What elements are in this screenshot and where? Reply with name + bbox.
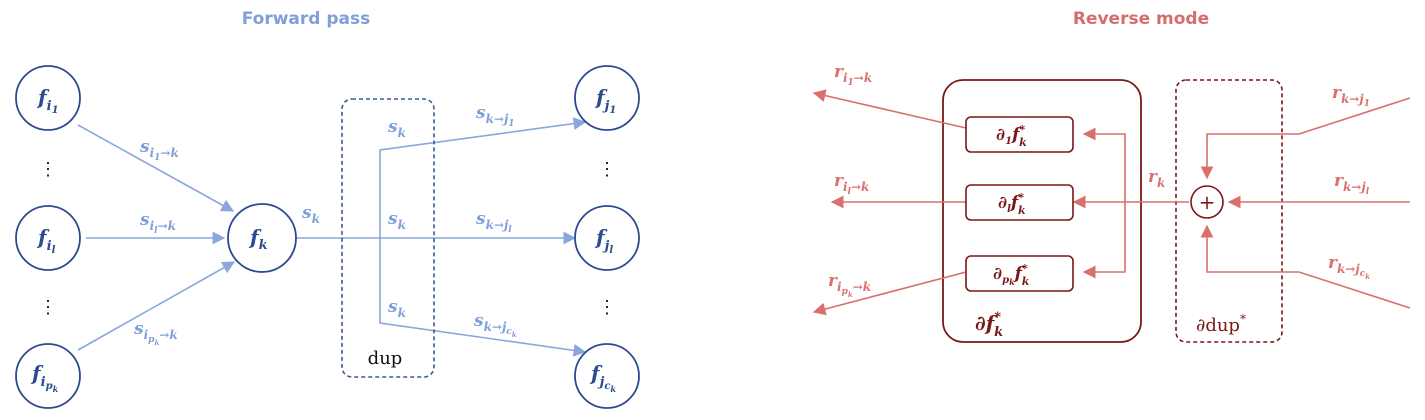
label-r-il-k: ril→k (834, 171, 869, 197)
label-s-k-jl: sk→jl (475, 209, 512, 235)
dots-right-upper: ⋮ (598, 159, 616, 180)
edge-r-kj1-in (1200, 97, 1411, 180)
node-f-i1 (15, 65, 81, 131)
label-r-ipk-k: ripk→k (828, 271, 871, 299)
edge-ipk-to-k (77, 261, 236, 351)
label-s-i1-k: si1→k (139, 137, 179, 163)
label-s-ipk-k: sipk→k (133, 319, 178, 347)
partial-1-box (965, 116, 1074, 153)
partial-1-label: ∂1f* k (996, 123, 1027, 149)
dots-right-lower: ⋮ (598, 297, 616, 318)
edge-plus-to-d1 (1082, 127, 1126, 202)
dup-box (341, 98, 435, 378)
dup-label: dup (368, 348, 403, 369)
node-label-f-jck: fjck (589, 361, 616, 394)
edge-r-ipk (812, 271, 967, 316)
node-f-j1 (574, 65, 640, 131)
node-f-ipk (15, 343, 81, 409)
sum-node-plus: + (1199, 190, 1216, 214)
label-r-k-jck: rk→jck (1328, 253, 1370, 281)
label-s-k-out: sk (301, 203, 320, 226)
partial-f-label: ∂f* k (975, 310, 1003, 340)
forward-title: Forward pass (242, 9, 371, 29)
label-s-il-k: sil→k (139, 210, 176, 236)
partial-l-box (965, 184, 1074, 221)
forward-nodes (15, 65, 640, 409)
label-r-i1-k: ri1→k (834, 62, 872, 88)
node-f-jck (574, 343, 640, 409)
partial-l-label: ∂lf* k (998, 191, 1026, 217)
label-s-k-dup-bot: sk (387, 297, 406, 320)
partial-dup-label: ∂dup* (1196, 312, 1246, 336)
label-r-k-jl: rk→jl (1334, 171, 1370, 197)
edge-k-to-jck (379, 238, 587, 357)
edge-plus-to-dpk (1082, 202, 1126, 279)
node-label-f-jl: fjl (594, 225, 613, 256)
edge-r-i1 (812, 89, 967, 129)
reverse-edges (812, 89, 1411, 316)
partial-dup-box (1175, 79, 1283, 343)
label-s-k-dup-top: sk (387, 117, 406, 140)
partial-pk-box (965, 255, 1074, 292)
reverse-title: Reverse mode (1073, 9, 1209, 29)
label-s-k-j1: sk→j1 (475, 103, 515, 129)
node-f-il (15, 205, 81, 271)
partial-pk-label: ∂pkf* k (993, 262, 1030, 288)
label-r-k-j1: rk→j1 (1332, 83, 1370, 109)
label-s-k-dup-mid: sk (387, 209, 406, 232)
edge-k-to-j1 (379, 117, 587, 238)
label-s-k-jck: sk→jck (473, 311, 517, 339)
node-label-f-ipk: fipk (30, 361, 59, 394)
node-f-jl (574, 205, 640, 271)
edge-i1-to-k (77, 124, 235, 212)
dots-left-upper: ⋮ (39, 159, 57, 180)
edge-r-kjck-in (1200, 224, 1411, 309)
node-label-f-j1: fj1 (594, 85, 616, 116)
forward-edges (77, 117, 587, 357)
label-r-k: rk (1148, 167, 1165, 190)
partial-f-box (942, 79, 1142, 343)
sum-node (1190, 185, 1224, 219)
node-label-f-i1: fi1 (36, 85, 59, 116)
node-label-f-il: fil (36, 225, 56, 256)
dots-left-lower: ⋮ (39, 297, 57, 318)
node-f-k (227, 203, 297, 273)
node-label-f-k: fk (248, 225, 268, 253)
